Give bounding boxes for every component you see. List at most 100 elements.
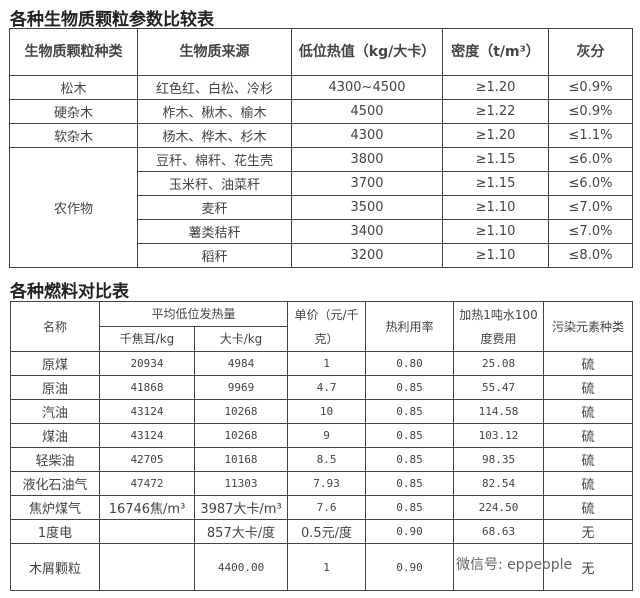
table-cell: 硫 <box>543 495 634 520</box>
table-cell: 4400.00 <box>193 543 289 591</box>
table-cell: 硫 <box>543 375 634 400</box>
table-cell: 10268 <box>193 399 289 424</box>
table-cell: 轻柴油 <box>10 447 100 472</box>
table-cell: 3987大卡/m³ <box>193 495 289 520</box>
table-cell: 10168 <box>193 447 289 472</box>
table-cell: 224.50 <box>453 495 545 520</box>
table-row: 1度电 857大卡/度 0.5元/度 0.90 68.63 无 <box>10 519 634 544</box>
table-cell: 0.85 <box>365 399 455 424</box>
table-row: 松木 红色红、白松、冷杉 4300~4500 ≥1.20 ≤0.9% <box>9 75 633 100</box>
table-cell: 汽油 <box>10 399 100 424</box>
table-cell: 7.6 <box>287 495 367 520</box>
table-row: 麦秆 3500 ≥1.10 ≤7.0% <box>10 195 633 220</box>
table-cell: 松木 <box>9 75 138 100</box>
table-cell: 103.12 <box>453 423 545 448</box>
table-cell: 豆秆、棉秆、花生壳 <box>137 147 292 172</box>
table-cell: 3400 <box>291 219 443 244</box>
table-cell: 47472 <box>99 471 195 496</box>
biomass-table: 生物质颗粒种类 生物质来源 低位热值（kg/大卡） 密度（t/m³） 灰分 松木… <box>9 28 633 268</box>
table-row: 轻柴油 42705 10168 8.5 0.85 98.35 硫 <box>10 447 634 472</box>
table-cell: 硬杂木 <box>9 99 138 124</box>
table-cell: 68.63 <box>453 519 545 544</box>
table-cell: 红色红、白松、冷杉 <box>137 75 292 100</box>
table-row: 农作物 豆秆、棉秆、花生壳 3800 ≥1.15 ≤6.0% <box>9 147 633 268</box>
table-cell: 3800 <box>291 147 443 172</box>
table-cell: 0.90 <box>365 519 455 544</box>
table-cell: 114.58 <box>453 399 545 424</box>
header-heat: 平均低位发热量 <box>98 301 289 327</box>
header-kcal: 大卡/kg <box>193 326 289 352</box>
table-cell <box>99 543 195 591</box>
header-efficiency: 热利用率 <box>365 301 455 352</box>
table-cell: 液化石油气 <box>10 471 100 496</box>
table-row: 焦炉煤气 16746焦/m³ 3987大卡/m³ 7.6 0.85 224.50 硫 <box>10 495 634 520</box>
table-cell: ≤0.9% <box>548 99 633 124</box>
table-cell: ≥1.10 <box>442 243 549 268</box>
table-cell: ≤7.0% <box>548 219 633 244</box>
table-cell: ≥1.10 <box>442 195 549 220</box>
table-cell: 0.85 <box>365 471 455 496</box>
table-cell: ≤6.0% <box>548 147 633 172</box>
table-cell: 硫 <box>543 399 634 424</box>
table-cell: 10268 <box>193 423 289 448</box>
table-cell: ≤8.0% <box>548 243 633 268</box>
table-cell: 原煤 <box>10 351 100 376</box>
table-cell: 木屑颗粒 <box>10 543 100 591</box>
table-cell: 98.35 <box>453 447 545 472</box>
table-cell: 0.80 <box>365 351 455 376</box>
table-cell: 稻秆 <box>137 243 292 268</box>
table-cell: 杨木、桦木、杉木 <box>137 123 292 148</box>
table-row: 硬杂木 柞木、楸木、榆木 4500 ≥1.22 ≤0.9% <box>9 99 633 124</box>
table-cell: 0.85 <box>365 495 455 520</box>
table-row: 软杂木 杨木、桦木、杉木 4300 ≥1.20 ≤1.1% <box>9 123 633 148</box>
table-cell: 7.93 <box>287 471 367 496</box>
table-cell: 4.7 <box>287 375 367 400</box>
table-cell: 1 <box>287 543 367 591</box>
table-row: 原油 41868 9969 4.7 0.85 55.47 硫 <box>10 375 634 400</box>
table-cell: 硫 <box>543 351 634 376</box>
table-row: 煤油 43124 10268 9 0.85 103.12 硫 <box>10 423 634 448</box>
table-cell: 3700 <box>291 171 443 196</box>
header-ash: 灰分 <box>548 28 633 76</box>
table-cell: 55.47 <box>453 375 545 400</box>
table-cell: 16746焦/m³ <box>99 495 195 520</box>
table-cell: 9969 <box>193 375 289 400</box>
table-cell: 0.85 <box>365 447 455 472</box>
table-cell <box>99 519 195 544</box>
table-row: 液化石油气 47472 11303 7.93 0.85 82.54 硫 <box>10 471 634 496</box>
table-cell: ≥1.20 <box>442 123 549 148</box>
table-cell: 0.5元/度 <box>287 519 367 544</box>
table-cell: 8.5 <box>287 447 367 472</box>
table-cell: 0.85 <box>365 423 455 448</box>
header-kj: 千焦耳/kg <box>99 326 195 352</box>
table-cell: 0.85 <box>365 375 455 400</box>
table-cell: 焦炉煤气 <box>10 495 100 520</box>
header-density: 密度（t/m³） <box>442 28 549 76</box>
table-cell: 43124 <box>99 399 195 424</box>
header-name: 名称 <box>10 301 100 352</box>
table-row: 薯类秸秆 3400 ≥1.10 ≤7.0% <box>10 219 633 244</box>
watermark: 微信号: eppeople <box>456 557 573 573</box>
table-cell: 无 <box>543 543 634 591</box>
table-cell: 41868 <box>99 375 195 400</box>
fuel-table: 名称 平均低位发热量 单价（元/千克） 热利用率 加热1吨水100度费用 污染元… <box>10 301 634 591</box>
table-row: 汽油 43124 10268 10 0.85 114.58 硫 <box>10 399 634 424</box>
table-cell: 10 <box>287 399 367 424</box>
table-cell: 软杂木 <box>9 123 138 148</box>
table-cell: 煤油 <box>10 423 100 448</box>
table-cell: 无 <box>543 519 634 544</box>
table-cell: 硫 <box>543 423 634 448</box>
header-source: 生物质来源 <box>137 28 292 76</box>
header-price: 单价（元/千克） <box>287 301 367 352</box>
table-cell: ≤1.1% <box>548 123 633 148</box>
table-cell: ≥1.15 <box>442 147 549 172</box>
table-cell: 42705 <box>99 447 195 472</box>
table-cell: 3500 <box>291 195 443 220</box>
table1-title: 各种生物质颗粒参数比较表 <box>10 10 214 30</box>
table-cell: 43124 <box>99 423 195 448</box>
table-cell: ≥1.15 <box>442 171 549 196</box>
table-row: 稻秆 3200 ≥1.10 ≤8.0% <box>10 243 633 268</box>
table-cell: 82.54 <box>453 471 545 496</box>
table-cell: 1 <box>287 351 367 376</box>
